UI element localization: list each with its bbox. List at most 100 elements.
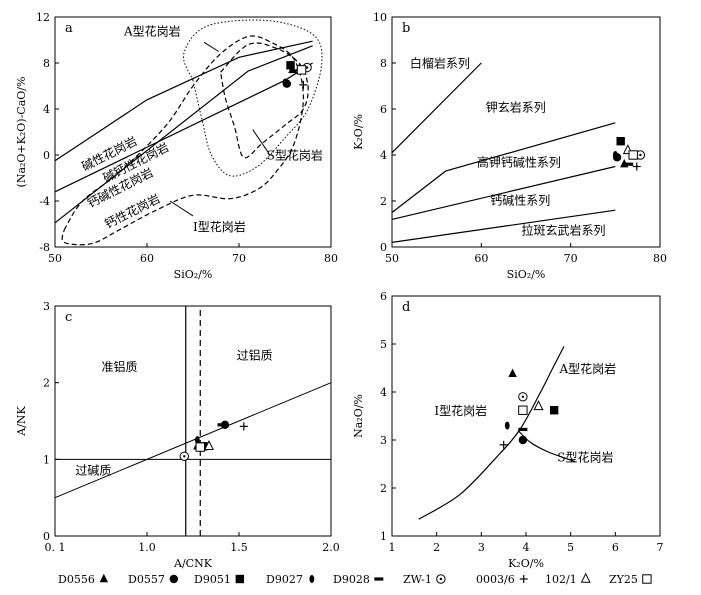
y-tick-label-d: 1 [380,530,387,543]
y-tick-label-a: -4 [39,195,50,208]
legend-marker-D9027-shape [309,575,315,583]
point-b-ZW-1-dot [639,153,642,157]
x-tick-label-b: 60 [474,252,488,265]
b-boundary-hk [391,122,616,213]
c-field-label-2: 过铝质 [237,348,273,363]
x-tick-label-d: 4 [523,541,530,554]
legend-marker-D0557-shape [169,574,179,584]
x-tick-label-a: 80 [324,252,338,265]
d-boundary-curve [418,346,565,520]
a-field-label-A: A型花岗岩 [123,23,181,38]
point-d-D0557 [518,435,528,445]
y-tick-label-b: 4 [380,149,387,162]
legend-marker-D0557 [169,574,179,584]
point-c-ZW-1 [179,451,189,461]
legend-marker-102/1-shape [580,572,591,583]
legend-marker-ZW-1 [436,574,446,584]
legend-label-D9051: D9051 [194,573,231,586]
legend-marker-D9051 [235,574,245,584]
point-d-0003/6 [499,440,508,449]
x-tick-label-d: 3 [478,541,485,554]
point-b-D9051 [616,137,625,146]
b-field-label-2: 钾玄岩系列 [486,99,546,114]
point-b-D9027-shape [612,151,618,159]
x-tick-label-b: 80 [653,252,667,265]
legend-marker-ZY25 [642,574,652,584]
point-a-ZY25 [296,65,307,75]
point-c-ZW-1-dot [183,455,186,458]
d-field-label-I: I型花岗岩 [434,403,487,418]
point-d-D9027 [504,421,510,430]
y-axis-label-c: A/NK [15,405,28,436]
d-field-label-A: A型花岗岩 [559,361,617,376]
point-d-D9028 [518,427,528,432]
point-c-102/1 [203,439,214,450]
b-boundary-calcalk [391,165,616,220]
point-b-D9027 [612,151,618,159]
y-tick-label-d: 6 [380,290,387,303]
b-field-label-4: 钙碱性系列 [490,193,550,207]
x-tick-label-b: 50 [385,252,399,265]
point-b-D9051-shape [616,137,625,146]
y-tick-label-a: 4 [43,103,50,116]
point-d-D9028-shape [518,427,528,432]
x-tick-label-c: 1.5 [230,541,248,554]
point-c-D9028-shape [217,423,227,427]
point-d-D9027-shape [504,421,510,430]
x-tick-label-d: 2 [433,541,440,554]
y-tick-label-a: 12 [36,11,50,24]
x-tick-label-c: 2.0 [322,541,340,554]
point-c-ZY25 [195,442,205,452]
point-b-ZY25-shape [628,150,638,160]
legend-marker-D9028 [374,577,384,581]
y-tick-label-b: 10 [373,11,387,24]
panel-label-c: c [65,310,72,325]
legend-label-D0556: D0556 [58,573,95,586]
panel-label-a: a [65,21,73,36]
point-d-D0556 [508,368,517,377]
point-d-102/1-shape [533,400,544,411]
point-c-102/1-shape [203,439,214,450]
legend-label-102/1: 102/1 [545,573,577,586]
point-d-ZW-1-dot [521,395,525,398]
y-axis-label-b: K₂O/% [352,114,365,150]
b-field-label-1: 白榴岩系列 [410,56,470,71]
x-tick-label-b: 70 [564,252,578,265]
point-c-0003/6 [239,422,248,431]
legend-label-ZY25: ZY25 [609,573,638,586]
legend-marker-0003/6 [519,575,528,583]
point-d-D0557-shape [518,435,528,445]
point-a-D9027 [282,78,288,87]
x-tick-label-d: 5 [567,541,574,554]
x-tick-label-c: 0. 1 [45,541,66,554]
panel-label-b: b [402,21,410,36]
a-field-I-type [61,35,305,246]
point-d-D9051 [549,406,559,415]
point-c-D9027 [194,436,200,445]
point-d-102/1 [533,400,544,411]
a-leader-A [203,41,220,52]
y-tick-label-b: 6 [380,103,387,116]
b-boundary-shoshonite [391,62,482,154]
point-a-D9051-shape [286,61,295,70]
y-tick-label-c: 1 [43,453,50,466]
point-b-D9028-shape [624,162,634,166]
point-c-D9028 [217,423,227,427]
legend-marker-102/1 [580,572,591,583]
a-field-A-type [182,19,323,177]
d-boundary-branch [517,429,576,463]
y-tick-label-a: 0 [43,149,50,162]
x-tick-label-a: 50 [48,252,62,265]
legend-label-ZW-1: ZW-1 [403,573,432,586]
point-c-D9027-shape [194,436,200,445]
point-d-D9051-shape [549,406,559,415]
a-leader-I [169,200,194,217]
point-d-D0556-shape [508,368,517,377]
point-b-D9028 [624,162,634,166]
legend-label-D9028: D9028 [333,573,370,586]
b-boundary-tholeiite [391,209,616,243]
point-d-ZY25-shape [518,405,528,415]
y-tick-label-a: -8 [39,241,50,254]
legend-marker-D9027 [309,575,315,583]
y-tick-label-d: 2 [380,482,387,495]
